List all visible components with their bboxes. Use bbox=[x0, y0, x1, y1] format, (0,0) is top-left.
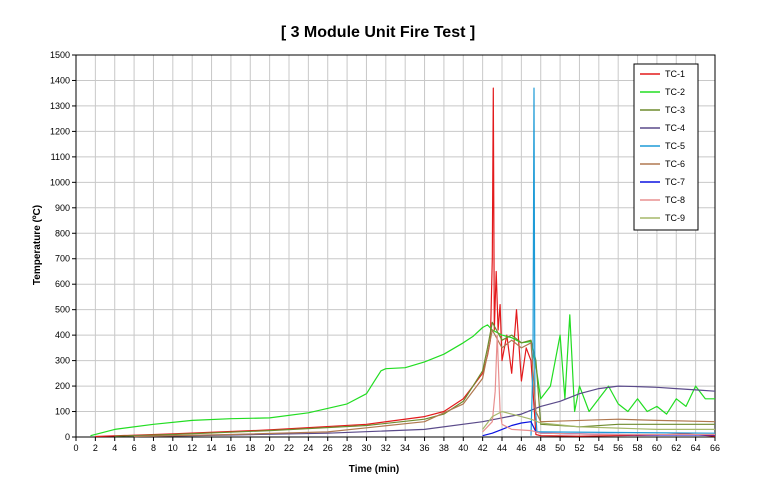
x-tick-label: 12 bbox=[187, 443, 197, 453]
x-tick-label: 44 bbox=[497, 443, 507, 453]
plot-area bbox=[75, 54, 716, 438]
x-tick-label: 2 bbox=[93, 443, 98, 453]
legend-label: TC-9 bbox=[665, 213, 685, 223]
x-tick-label: 34 bbox=[400, 443, 410, 453]
grid bbox=[75, 54, 716, 438]
legend-label: TC-4 bbox=[665, 123, 685, 133]
legend-label: TC-8 bbox=[665, 195, 685, 205]
x-tick-label: 0 bbox=[73, 443, 78, 453]
x-tick-label: 48 bbox=[536, 443, 546, 453]
series-lines bbox=[90, 87, 716, 438]
y-tick-label: 600 bbox=[55, 279, 70, 289]
legend-label: TC-6 bbox=[665, 159, 685, 169]
x-tick-label: 42 bbox=[478, 443, 488, 453]
y-tick-label: 100 bbox=[55, 407, 70, 417]
y-tick-label: 1000 bbox=[50, 177, 70, 187]
x-tick-label: 66 bbox=[710, 443, 720, 453]
y-tick-label: 500 bbox=[55, 305, 70, 315]
x-tick-label: 52 bbox=[574, 443, 584, 453]
x-tick-label: 10 bbox=[168, 443, 178, 453]
series-line-tc-6 bbox=[134, 329, 716, 438]
y-tick-label: 400 bbox=[55, 330, 70, 340]
x-tick-label: 46 bbox=[516, 443, 526, 453]
legend-label: TC-7 bbox=[665, 177, 685, 187]
y-tick-label: 1300 bbox=[50, 101, 70, 111]
chart-title: [ 3 Module Unit Fire Test ] bbox=[281, 24, 475, 41]
x-tick-label: 22 bbox=[284, 443, 294, 453]
y-axis-label: Temperature (ºC) bbox=[32, 205, 43, 285]
series-line-tc-8 bbox=[482, 334, 715, 436]
x-tick-label: 30 bbox=[361, 443, 371, 453]
y-tick-label: 200 bbox=[55, 381, 70, 391]
y-tick-label: 900 bbox=[55, 203, 70, 213]
y-tick-label: 300 bbox=[55, 356, 70, 366]
series-line-tc-1 bbox=[95, 87, 716, 438]
y-tick-label: 1100 bbox=[51, 152, 70, 162]
x-tick-label: 20 bbox=[265, 443, 275, 453]
x-axis-label: Time (min) bbox=[349, 464, 399, 475]
legend: TC-1 TC-2 TC-3 TC-4 TC-5 TC-6 TC-7 TC-8 TC-9 bbox=[633, 63, 699, 231]
x-tick-label: 14 bbox=[207, 443, 217, 453]
x-tick-label: 28 bbox=[342, 443, 352, 453]
x-tick-label: 32 bbox=[381, 443, 391, 453]
x-tick-label: 64 bbox=[691, 443, 701, 453]
x-tick-label: 6 bbox=[132, 443, 137, 453]
x-tick-label: 36 bbox=[420, 443, 430, 453]
x-tick-label: 18 bbox=[245, 443, 255, 453]
y-tick-label: 800 bbox=[55, 228, 70, 238]
x-tick-label: 24 bbox=[303, 443, 313, 453]
y-tick-label: 1200 bbox=[50, 126, 70, 136]
x-tick-label: 38 bbox=[439, 443, 449, 453]
y-tick-label: 1400 bbox=[50, 75, 70, 85]
y-tick-label: 1500 bbox=[50, 50, 70, 60]
series-line-tc-9 bbox=[482, 410, 715, 430]
x-tick-label: 16 bbox=[226, 443, 236, 453]
legend-label: TC-5 bbox=[665, 141, 685, 151]
x-tick-label: 62 bbox=[671, 443, 681, 453]
x-tick-label: 4 bbox=[112, 443, 117, 453]
x-tick-label: 58 bbox=[633, 443, 643, 453]
x-axis-ticks: 0 2 4 6 8 10 12 14 16 18 20 22 24 26 28 30 32 34 36 38 40 42 4… bbox=[73, 437, 720, 453]
series-line-tc-2 bbox=[90, 314, 715, 437]
x-tick-label: 60 bbox=[652, 443, 662, 453]
x-tick-label: 40 bbox=[458, 443, 468, 453]
series-line-tc-4 bbox=[134, 385, 716, 438]
x-tick-label: 50 bbox=[555, 443, 565, 453]
legend-label: TC-2 bbox=[665, 87, 685, 97]
y-tick-label: 700 bbox=[55, 254, 70, 264]
x-tick-label: 8 bbox=[151, 443, 156, 453]
legend-label: TC-1 bbox=[665, 69, 685, 79]
x-tick-label: 54 bbox=[594, 443, 604, 453]
x-tick-label: 26 bbox=[323, 443, 333, 453]
y-tick-label: 0 bbox=[65, 432, 70, 442]
y-axis-ticks: 0 100 200 300 400 500 600 700 800 900 1000 1100 1200… bbox=[50, 50, 76, 442]
x-tick-label: 56 bbox=[613, 443, 623, 453]
legend-label: TC-3 bbox=[665, 105, 685, 115]
